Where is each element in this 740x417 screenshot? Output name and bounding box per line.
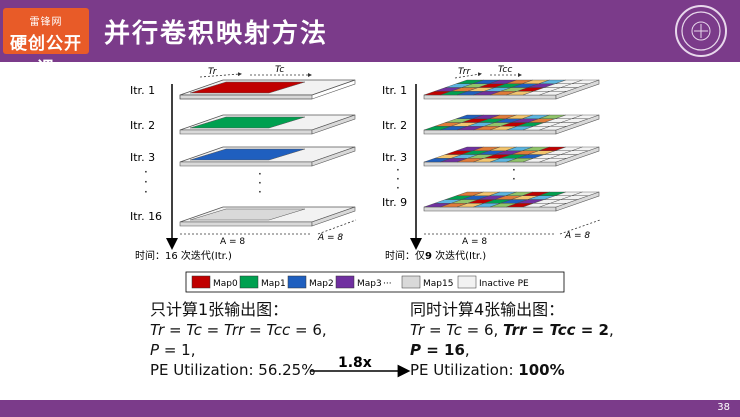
svg-text:Map1: Map1 — [261, 279, 286, 289]
left-plane-1 — [179, 79, 356, 100]
right-plane-2 — [423, 114, 600, 135]
svg-text:Map0: Map0 — [213, 279, 238, 289]
header-bar: 雷锋网 硬创公开课 并行卷积映射方法 — [0, 0, 740, 79]
right-dots: · — [512, 163, 516, 177]
dim-trr-label: Trr — [458, 67, 471, 77]
right-itr-label: Itr. 3 — [382, 151, 407, 164]
dim-tcc-label: Tcc — [498, 65, 512, 75]
mapping-diagram: Itr. 1 Itr. 2 Itr. 3 Itr. 16 · · · · · ·… — [130, 65, 601, 378]
right-dots: · — [512, 172, 516, 186]
left-itr-label: Itr. 3 — [130, 151, 155, 164]
left-line2: P = 1, — [150, 341, 196, 359]
right-itr-label: Itr. 9 — [382, 196, 407, 209]
slide-title: 并行卷积映射方法 — [104, 19, 329, 49]
svg-text:Inactive PE: Inactive PE — [479, 279, 529, 289]
left-plane-16 — [179, 206, 356, 227]
left-itr-label: Itr. 16 — [130, 210, 162, 223]
left-plane-2 — [179, 114, 356, 135]
left-dots: · — [258, 167, 262, 181]
left-a-bottom: A = 8 — [220, 237, 245, 247]
left-line3: PE Utilization: 56.25% — [150, 361, 316, 379]
left-dots: · — [144, 185, 148, 199]
left-dots: · — [144, 175, 148, 189]
right-dots: · — [396, 181, 400, 195]
legend-item-map0: Map0 — [191, 275, 238, 289]
left-a-side: A = 8 — [317, 233, 343, 243]
left-itr-label: Itr. 1 — [130, 84, 155, 97]
pe-cell — [571, 114, 600, 119]
right-a-side: A = 8 — [564, 231, 590, 241]
left-line1: Tr = Tc = Trr = Tcc = 6, — [150, 321, 327, 339]
right-time-label: 时间：仅9 次迭代(Itr.) — [385, 249, 486, 262]
dim-tc-label: Tc — [275, 65, 284, 75]
page-number: 38 — [717, 402, 730, 413]
right-dots: · — [396, 163, 400, 177]
logo-line2: 硬创公开课 — [10, 34, 82, 79]
pe-cell — [571, 146, 600, 151]
legend-item-map1: Map1 — [239, 275, 286, 289]
legend-item-map3: Map3 — [335, 275, 382, 289]
dim-tr-label: Tr — [208, 67, 218, 77]
right-itr-label: Itr. 2 — [382, 119, 407, 132]
left-dots: · — [144, 165, 148, 179]
footer-bar: 38 — [0, 400, 740, 417]
logo-line1: 雷锋网 — [29, 17, 63, 28]
right-itr-label: Itr. 1 — [382, 84, 407, 97]
legend-item-inactive: Inactive PE — [457, 275, 529, 289]
right-line2: P = 16, — [410, 341, 470, 359]
right-summary: 同时计算4张输出图： Tr = Tc = 6, Trr = Tcc = 2, P… — [410, 300, 614, 380]
left-time-label: 时间：16 次迭代(Itr.) — [135, 249, 232, 262]
pe-cell — [571, 79, 600, 84]
pe-cell — [571, 191, 600, 196]
right-plane-1 — [423, 79, 600, 100]
right-line1: Tr = Tc = 6, Trr = Tcc = 2, — [410, 321, 614, 339]
svg-text:Map2: Map2 — [309, 279, 334, 289]
right-plane-3 — [423, 146, 600, 167]
right-line3: PE Utilization: 100% — [410, 361, 565, 379]
university-seal-icon — [675, 5, 727, 57]
right-plane-9 — [423, 191, 600, 212]
right-heading: 同时计算4张输出图： — [410, 300, 565, 319]
left-dots: · — [258, 176, 262, 190]
svg-text:Map15: Map15 — [423, 279, 453, 289]
left-itr-label: Itr. 2 — [130, 119, 155, 132]
left-dots: · — [258, 185, 262, 199]
leiphone-logo: 雷锋网 硬创公开课 — [3, 8, 89, 79]
svg-text:Map3: Map3 — [357, 279, 382, 289]
left-plane-3 — [179, 146, 356, 167]
right-a-bottom: A = 8 — [462, 237, 487, 247]
legend-item-map15: Map15 — [401, 275, 453, 289]
legend-item-map2: Map2 — [287, 275, 334, 289]
speedup-label: 1.8x — [338, 355, 372, 371]
right-dots: · — [396, 172, 400, 186]
left-summary: 只计算1张输出图： Tr = Tc = Trr = Tcc = 6, P = 1… — [150, 300, 327, 380]
left-heading: 只计算1张输出图： — [150, 300, 289, 319]
legend-ellipsis: ··· — [383, 279, 392, 289]
